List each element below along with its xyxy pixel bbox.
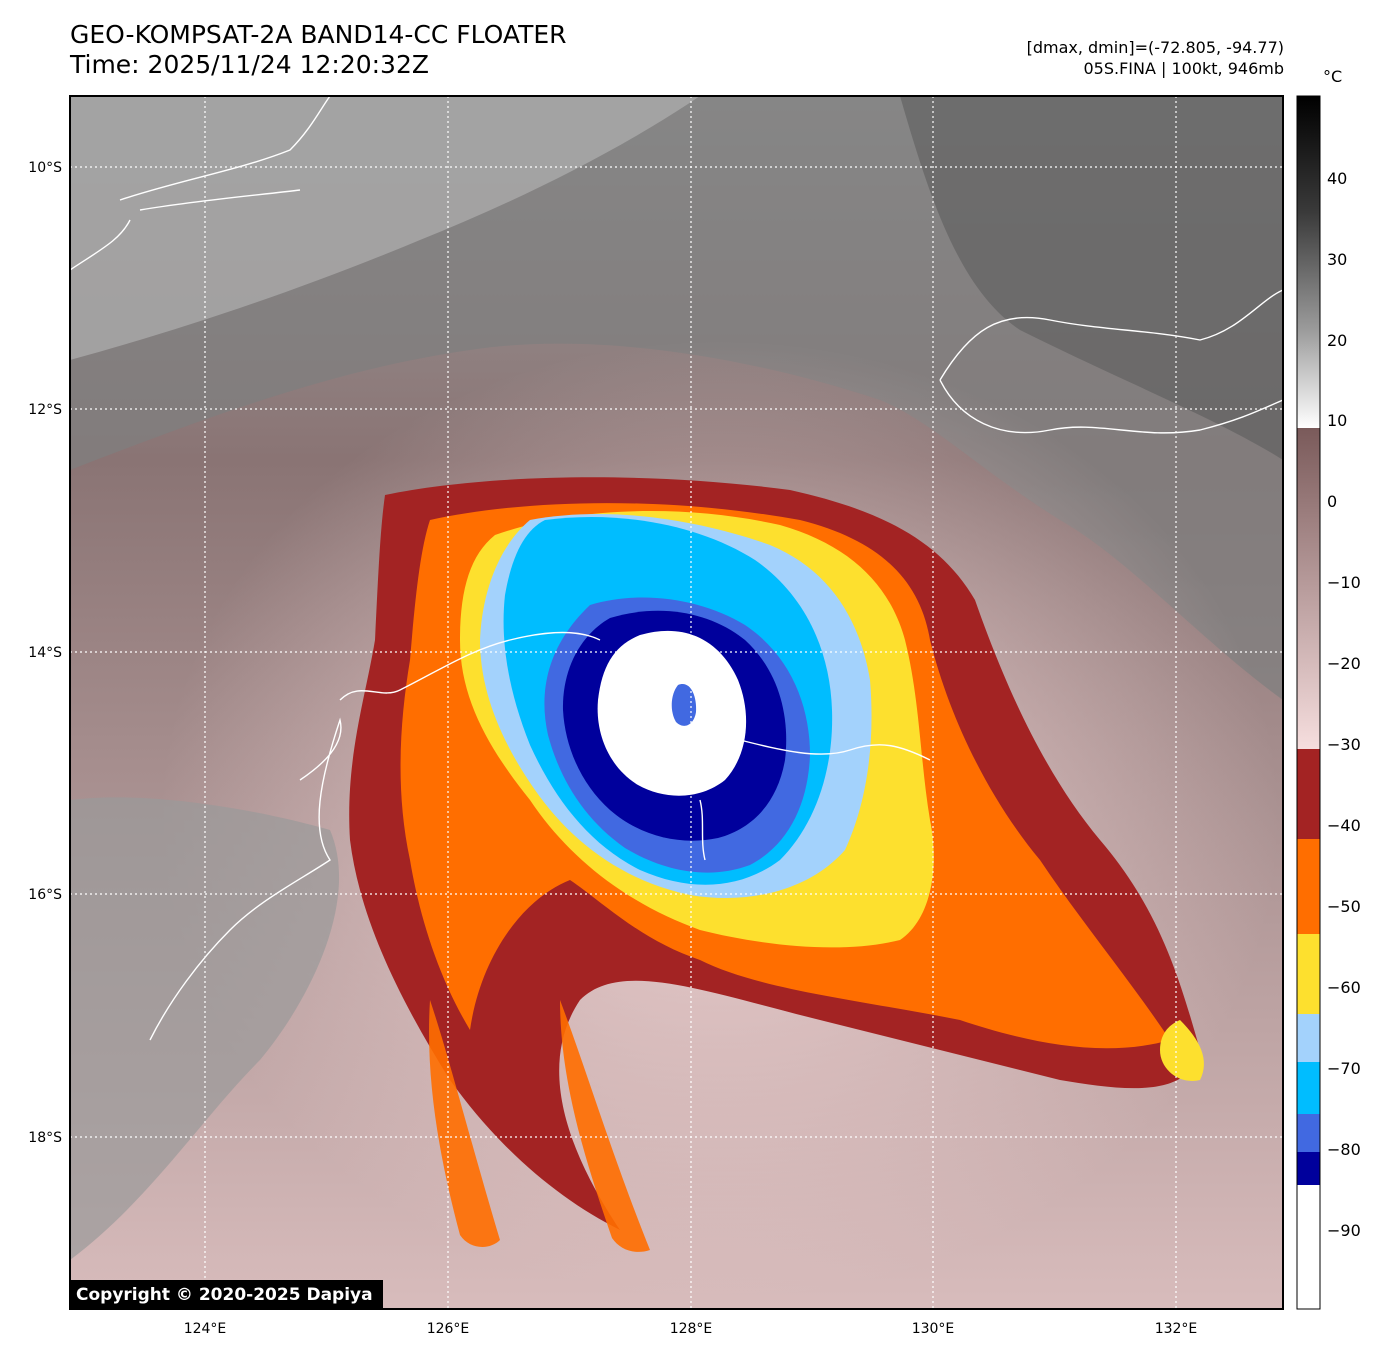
band-coldest-white	[597, 630, 747, 796]
rainband-1	[429, 1000, 500, 1247]
lon-labels: 124°E 126°E 128°E 130°E 132°E	[184, 1321, 1198, 1337]
colorbar-unit: °C	[1323, 67, 1343, 86]
rainband-east	[1160, 1020, 1204, 1081]
lat-label: 16°S	[28, 887, 62, 903]
colorbar-gray-segment	[1297, 96, 1320, 428]
coastline-northeast	[939, 289, 1283, 434]
colorbar-tick: 40	[1327, 169, 1347, 188]
colorbar-tick: −80	[1327, 1140, 1361, 1159]
bright-cirrus-nw	[70, 96, 700, 360]
lat-label: 10°S	[28, 160, 62, 176]
dmax-dmin-readout: [dmax, dmin]=(-72.805, -94.77)	[1026, 38, 1284, 57]
storm-name-intensity: 05S.FINA | 100kt, 946mb	[1083, 59, 1284, 78]
storm-info: [dmax, dmin]=(-72.805, -94.77) 05S.FINA …	[1027, 37, 1284, 79]
coastline-east	[699, 739, 931, 861]
map-frame	[69, 95, 1284, 1310]
graticule	[70, 96, 1283, 1309]
lon-label: 132°E	[1155, 1321, 1198, 1337]
coastline-north	[70, 96, 331, 271]
colorbar-orange	[1297, 839, 1320, 934]
colorbar-yellow	[1297, 934, 1320, 1014]
lon-label: 126°E	[427, 1321, 470, 1337]
copyright-box	[70, 1280, 383, 1309]
colorbar-tick: −40	[1327, 816, 1361, 835]
colorbar-dark-red	[1297, 749, 1320, 839]
lon-label: 130°E	[912, 1321, 955, 1337]
colorbar-cyan	[1297, 1062, 1320, 1114]
colorbar-light-blue	[1297, 1014, 1320, 1062]
colorbar-tick: −50	[1327, 897, 1361, 916]
dark-cloud-ne	[900, 96, 1283, 460]
colorbar-navy	[1297, 1152, 1320, 1185]
colorbar-frame	[1296, 95, 1321, 1310]
coastline-west	[149, 631, 601, 1041]
title-line-2: Time: 2025/11/24 12:20:32Z	[70, 50, 429, 79]
map-area: Copyright © 2020-2025 Dapiya	[70, 96, 1283, 1309]
gray-cloud-sw	[70, 797, 340, 1260]
colorbar-tick: −20	[1327, 654, 1361, 673]
colorbar-royal-blue	[1297, 1114, 1320, 1152]
colorbar-tick: −90	[1327, 1221, 1361, 1240]
title-line-1: GEO-KOMPSAT-2A BAND14-CC FLOATER	[70, 20, 567, 49]
colorbar-tick: −10	[1327, 573, 1361, 592]
colorbar-tick: 0	[1327, 492, 1337, 511]
copyright-text: Copyright © 2020-2025 Dapiya	[76, 1285, 373, 1305]
colorbar-tick: −60	[1327, 978, 1361, 997]
eye-feature	[671, 684, 697, 726]
lat-labels: 10°S 12°S 14°S 16°S 18°S	[28, 160, 62, 1146]
colorbar	[1296, 95, 1321, 1310]
colorbar-tick: −70	[1327, 1059, 1361, 1078]
lon-label: 128°E	[670, 1321, 713, 1337]
lat-label: 14°S	[28, 645, 62, 661]
lat-label: 12°S	[28, 402, 62, 418]
colorbar-pink-segment	[1297, 428, 1320, 749]
colorbar-tick: 10	[1327, 411, 1347, 430]
colorbar-tick: 20	[1327, 331, 1347, 350]
colorbar-tick: 30	[1327, 250, 1347, 269]
lon-label: 124°E	[184, 1321, 227, 1337]
colorbar-tick: −30	[1327, 735, 1361, 754]
colorbar-ticks: 40 30 20 10 0 −10 −20 −30 −40 −50 −60 −7…	[1327, 169, 1361, 1240]
chart-title: GEO-KOMPSAT-2A BAND14-CC FLOATER Time: 2…	[70, 20, 567, 80]
colorbar-white	[1297, 1185, 1320, 1309]
rainband-2	[560, 1000, 650, 1252]
lat-label: 18°S	[28, 1130, 62, 1146]
